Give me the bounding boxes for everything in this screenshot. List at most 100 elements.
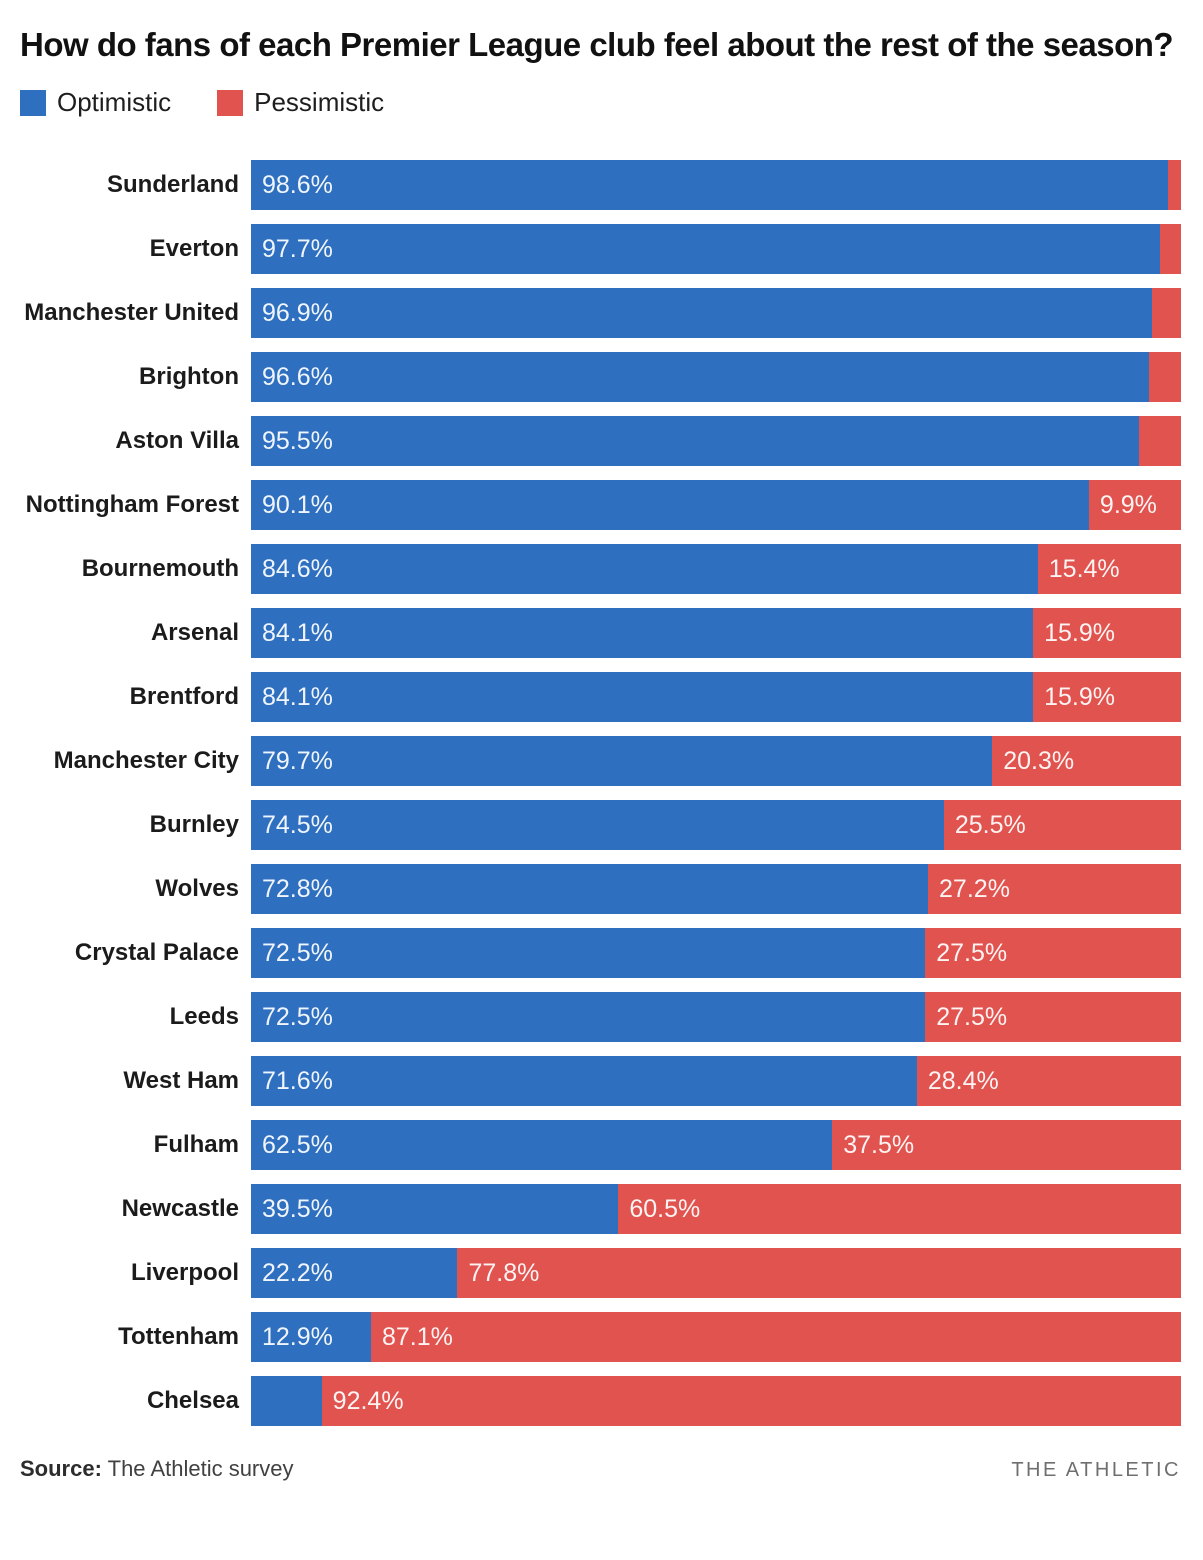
optimistic-value-label: 79.7% (262, 746, 333, 775)
club-label: West Ham (123, 1067, 239, 1095)
pessimistic-value-label: 60.5% (629, 1194, 701, 1223)
pessimistic-segment (1139, 416, 1181, 467)
club-label: Arsenal (150, 619, 239, 647)
legend-item-optimistic: Optimistic (20, 87, 171, 118)
pessimistic-value-label: 9.9% (1099, 490, 1157, 519)
optimistic-value-label: 98.6% (262, 170, 333, 199)
club-label: Everton (149, 235, 239, 263)
bar-row: Manchester United 96.9% (20, 288, 1181, 339)
stacked-bar: 96.9% (251, 288, 1181, 339)
stacked-bar: 79.7% 20.3% (251, 736, 1181, 787)
optimistic-value-label: 72.5% (262, 1002, 333, 1031)
optimistic-segment: 90.1% (251, 480, 1089, 531)
pessimistic-value-label: 25.5% (954, 810, 1026, 839)
pessimistic-value-label: 20.3% (1003, 746, 1075, 775)
optimistic-value-label: 72.8% (262, 874, 333, 903)
optimistic-value-label: 84.1% (262, 618, 333, 647)
optimistic-segment: 39.5% (251, 1184, 619, 1235)
optimistic-segment: 96.6% (251, 352, 1150, 403)
bar-row: Sunderland 98.6% (20, 160, 1181, 211)
club-label: Brentford (129, 683, 239, 711)
club-label: Newcastle (121, 1195, 239, 1223)
stacked-bar: 62.5% 37.5% (251, 1120, 1181, 1171)
optimistic-segment: 72.8% (251, 864, 929, 915)
pessimistic-value-label: 37.5% (843, 1130, 915, 1159)
optimistic-value-label: 96.6% (262, 362, 333, 391)
legend: Optimistic Pessimistic (20, 87, 1181, 118)
pessimistic-segment (1152, 288, 1181, 339)
stacked-bar: 96.6% (251, 352, 1181, 403)
optimistic-segment: 84.1% (251, 608, 1034, 659)
footer: Source: The Athletic survey THE ATHLETIC (20, 1456, 1181, 1482)
pessimistic-value-label: 92.4% (332, 1386, 404, 1415)
stacked-bar: 97.7% (251, 224, 1181, 275)
club-label: Nottingham Forest (25, 491, 239, 519)
stacked-bar: 98.6% (251, 160, 1181, 211)
pessimistic-value-label: 87.1% (381, 1322, 453, 1351)
pessimistic-segment: 37.5% (832, 1120, 1181, 1171)
stacked-bar: 72.8% 27.2% (251, 864, 1181, 915)
bar-row: Newcastle 39.5% 60.5% (20, 1184, 1181, 1235)
bar-row: Brighton 96.6% (20, 352, 1181, 403)
club-label: Crystal Palace (74, 939, 239, 967)
club-label: Liverpool (130, 1259, 239, 1287)
optimistic-segment: 72.5% (251, 992, 926, 1043)
legend-swatch-pessimistic-icon (217, 89, 244, 116)
optimistic-segment: 96.9% (251, 288, 1153, 339)
optimistic-value-label: 72.5% (262, 938, 333, 967)
optimistic-segment: 74.5% (251, 800, 944, 851)
legend-item-pessimistic: Pessimistic (217, 87, 384, 118)
optimistic-value-label: 22.2% (262, 1258, 333, 1287)
legend-swatch-optimistic-icon (20, 89, 46, 116)
optimistic-segment: 84.6% (251, 544, 1038, 595)
stacked-bar: 22.2% 77.8% (251, 1248, 1181, 1299)
bar-row: Aston Villa 95.5% (20, 416, 1181, 467)
stacked-bar: 95.5% (251, 416, 1181, 467)
club-label: Bournemouth (81, 555, 239, 583)
pessimistic-value-label: 77.8% (468, 1258, 540, 1287)
optimistic-segment: 79.7% (251, 736, 993, 787)
optimistic-segment (251, 1376, 322, 1427)
pessimistic-segment: 15.9% (1033, 608, 1181, 659)
optimistic-value-label: 84.6% (262, 554, 333, 583)
optimistic-segment: 12.9% (251, 1312, 371, 1363)
optimistic-value-label: 12.9% (262, 1322, 333, 1351)
optimistic-segment: 84.1% (251, 672, 1034, 723)
stacked-bar: 72.5% 27.5% (251, 992, 1181, 1043)
club-label: Sunderland (106, 171, 239, 199)
pessimistic-value-label: 15.4% (1048, 554, 1120, 583)
pessimistic-segment: 87.1% (370, 1312, 1181, 1363)
source-text: The Athletic survey (101, 1456, 294, 1482)
bar-row: Brentford 84.1% 15.9% (20, 672, 1181, 723)
pessimistic-segment (1159, 224, 1181, 275)
bar-row: Nottingham Forest 90.1% 9.9% (20, 480, 1181, 531)
stacked-bar: 92.4% (251, 1376, 1181, 1427)
optimistic-segment: 97.7% (251, 224, 1160, 275)
pessimistic-segment: 15.9% (1033, 672, 1181, 723)
bar-row: Arsenal 84.1% 15.9% (20, 608, 1181, 659)
club-label: Burnley (149, 811, 239, 839)
optimistic-value-label: 71.6% (262, 1066, 333, 1095)
club-label: Manchester City (53, 747, 239, 775)
optimistic-segment: 95.5% (251, 416, 1140, 467)
pessimistic-segment: 9.9% (1088, 480, 1181, 531)
bar-row: Chelsea 92.4% (20, 1376, 1181, 1427)
stacked-bar: 90.1% 9.9% (251, 480, 1181, 531)
bar-row: West Ham 71.6% 28.4% (20, 1056, 1181, 1107)
optimistic-value-label: 84.1% (262, 682, 333, 711)
optimistic-value-label: 90.1% (262, 490, 333, 519)
pessimistic-segment: 28.4% (916, 1056, 1181, 1107)
bar-row: Liverpool 22.2% 77.8% (20, 1248, 1181, 1299)
stacked-bar: 74.5% 25.5% (251, 800, 1181, 851)
stacked-bar: 84.1% 15.9% (251, 608, 1181, 659)
pessimistic-value-label: 27.5% (936, 1002, 1008, 1031)
optimistic-segment: 71.6% (251, 1056, 917, 1107)
optimistic-value-label: 74.5% (262, 810, 333, 839)
pessimistic-segment: 27.5% (925, 992, 1181, 1043)
bar-row: Leeds 72.5% 27.5% (20, 992, 1181, 1043)
bar-row: Tottenham 12.9% 87.1% (20, 1312, 1181, 1363)
bar-row: Fulham 62.5% 37.5% (20, 1120, 1181, 1171)
page-title: How do fans of each Premier League club … (20, 26, 1174, 63)
pessimistic-segment: 92.4% (321, 1376, 1181, 1427)
pessimistic-value-label: 28.4% (927, 1066, 999, 1095)
